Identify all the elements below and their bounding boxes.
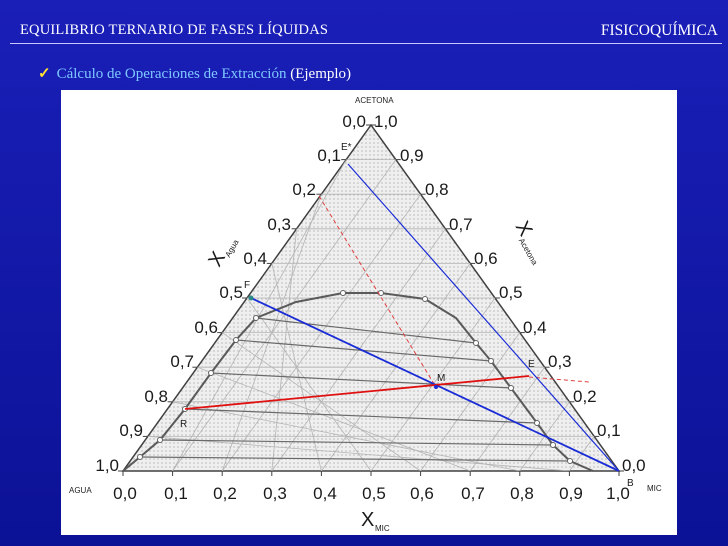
left-tick: 0,1 bbox=[317, 146, 341, 165]
binodal-point bbox=[422, 296, 428, 302]
grid-line bbox=[147, 436, 570, 471]
label-E: E bbox=[528, 359, 535, 370]
left-tick: 0,6 bbox=[194, 318, 218, 337]
bottom-tick: 0,8 bbox=[510, 484, 534, 503]
red-dashed-line bbox=[318, 195, 437, 388]
bottom-tick: 0,2 bbox=[213, 484, 237, 503]
binodal-point bbox=[253, 315, 259, 321]
bottom-tick: 1,0 bbox=[606, 484, 630, 503]
right-tick: 0,5 bbox=[499, 283, 523, 302]
red-dashed-line-2 bbox=[528, 376, 590, 383]
slide-title: EQUILIBRIO TERNARIO DE FASES LÍQUIDAS bbox=[20, 22, 329, 38]
label-R: R bbox=[180, 419, 187, 430]
left-tick-labels: 1,0 0,9 0,8 0,7 0,6 0,5 0,4 0,3 0,2 0,1 … bbox=[95, 112, 366, 475]
right-tick: 0,4 bbox=[523, 318, 547, 337]
left-tick: 0,5 bbox=[219, 283, 243, 302]
left-axis-sub: Agua bbox=[223, 238, 240, 259]
left-tick: 0,3 bbox=[267, 215, 291, 234]
binodal-point bbox=[567, 458, 573, 464]
point-M bbox=[434, 385, 438, 389]
course-title: FISICOQUÍMICA bbox=[600, 22, 718, 39]
point-labels: E* F E M R B bbox=[180, 142, 634, 489]
left-tick: 0,2 bbox=[292, 180, 316, 199]
check-icon: ✓ bbox=[38, 66, 51, 82]
bottom-tick: 0,3 bbox=[263, 484, 287, 503]
vertex-label-mic: MIC bbox=[647, 484, 662, 493]
ternary-diagram: 0,0 0,1 0,2 0,3 0,4 0,5 0,6 0,7 0,8 0,9 … bbox=[69, 96, 662, 533]
tie-line bbox=[159, 439, 554, 446]
bottom-tick: 0,7 bbox=[461, 484, 485, 503]
grid-line bbox=[221, 332, 421, 471]
binodal-point bbox=[508, 385, 514, 391]
label-F: F bbox=[244, 280, 250, 291]
bottom-tick: 0,5 bbox=[362, 484, 386, 503]
left-axis-title: X Agua bbox=[204, 238, 241, 271]
left-tick: 1,0 bbox=[95, 456, 119, 475]
right-tick: 0,3 bbox=[548, 352, 572, 371]
bottom-tick: 0,0 bbox=[113, 484, 137, 503]
bottom-tick: 0,4 bbox=[313, 484, 337, 503]
tie-line bbox=[255, 317, 477, 344]
bottom-tick-labels: 0,0 0,1 0,2 0,3 0,4 0,5 0,6 0,7 0,8 0,9 … bbox=[113, 484, 630, 503]
grid-line bbox=[197, 366, 471, 471]
slide-header: EQUILIBRIO TERNARIO DE FASES LÍQUIDAS FI… bbox=[0, 0, 728, 50]
tie-line bbox=[184, 408, 538, 424]
label-M: M bbox=[437, 373, 445, 384]
label-B: B bbox=[627, 478, 634, 489]
left-tick: 0,4 bbox=[243, 249, 267, 268]
right-tick: 0,1 bbox=[597, 421, 621, 440]
header-divider bbox=[10, 43, 722, 44]
left-tick: 0,9 bbox=[119, 421, 143, 440]
right-tick: 0,9 bbox=[400, 146, 424, 165]
binodal-point bbox=[534, 420, 540, 426]
left-tick: 0,0 bbox=[342, 112, 366, 131]
diagram-panel: 0,0 0,1 0,2 0,3 0,4 0,5 0,6 0,7 0,8 0,9 … bbox=[61, 90, 677, 535]
right-tick: 0,8 bbox=[425, 180, 449, 199]
right-axis-title: X Acetona bbox=[511, 218, 540, 268]
binodal-point bbox=[473, 340, 479, 346]
binodal-point bbox=[208, 370, 214, 376]
right-tick: 0,0 bbox=[622, 456, 646, 475]
right-tick: 0,6 bbox=[474, 249, 498, 268]
right-tick: 1,0 bbox=[374, 112, 398, 131]
binodal-point bbox=[550, 442, 556, 448]
bullet-highlight: Cálculo de Operaciones de Extracción bbox=[56, 66, 287, 82]
right-axis-sub: Acetona bbox=[517, 237, 540, 267]
point-F bbox=[248, 295, 254, 301]
binodal-point bbox=[488, 358, 494, 364]
binodal-points bbox=[137, 290, 573, 464]
binodal-point bbox=[157, 437, 163, 443]
bottom-tick: 0,9 bbox=[559, 484, 583, 503]
vertex-label-acetona: ACETONA bbox=[355, 96, 394, 105]
x-axis-main: X bbox=[361, 509, 374, 531]
tie-line bbox=[139, 456, 571, 462]
right-tick: 0,7 bbox=[449, 215, 473, 234]
edge-ticks bbox=[118, 124, 624, 476]
left-tick: 0,8 bbox=[144, 387, 168, 406]
grid-lines bbox=[147, 159, 595, 471]
tie-line bbox=[210, 372, 512, 389]
bottom-tick: 0,6 bbox=[410, 484, 434, 503]
x-axis-title: X MIC bbox=[361, 509, 390, 533]
bullet-rest: (Ejemplo) bbox=[286, 66, 352, 82]
x-axis-sub: MIC bbox=[375, 524, 390, 533]
right-tick-labels: 1,0 0,9 0,8 0,7 0,6 0,5 0,4 0,3 0,2 0,1 … bbox=[374, 112, 646, 475]
binodal-point bbox=[233, 337, 239, 343]
label-E-star: E* bbox=[341, 142, 352, 153]
binodal-point bbox=[137, 454, 143, 460]
right-tick: 0,2 bbox=[573, 387, 597, 406]
bottom-tick: 0,1 bbox=[164, 484, 188, 503]
extract-line bbox=[347, 163, 620, 472]
bullet-item: ✓ Cálculo de Operaciones de Extracción (E… bbox=[38, 64, 351, 83]
vertex-label-agua: AGUA bbox=[69, 486, 92, 495]
tie-line-RE bbox=[184, 375, 530, 410]
left-tick: 0,7 bbox=[170, 352, 194, 371]
binodal-point bbox=[340, 290, 346, 296]
